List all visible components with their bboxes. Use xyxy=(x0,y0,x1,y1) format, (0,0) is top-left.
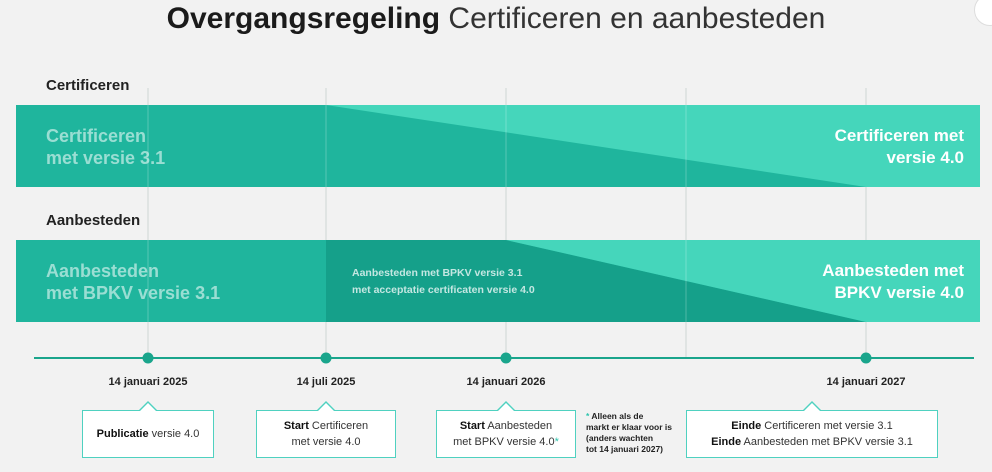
milestone-box-einde: Einde Certificeren met versie 3.1 Einde … xyxy=(686,401,938,458)
milestone-dot-3 xyxy=(500,352,512,364)
milestone-4-text: Certificeren met versie 3.1 xyxy=(761,420,893,432)
cert-current-line1: Certificeren xyxy=(46,126,147,146)
aanb-current-label: Aanbesteden met BPKV versie 3.1 xyxy=(46,260,220,304)
section-label-certificeren: Certificeren xyxy=(46,77,130,94)
footnote: * Alleen als de markt er klaar voor is (… xyxy=(586,411,672,455)
cert-band-wedge xyxy=(326,105,980,187)
footnote-line3: (anders wachten xyxy=(586,433,654,443)
footnote-line1: Alleen als de xyxy=(589,411,644,421)
aanb-new-line2: BPKV versie 4.0 xyxy=(834,283,964,302)
milestone-3-mark: * xyxy=(554,436,559,448)
milestone-4-text2: Aanbesteden met BPKV versie 3.1 xyxy=(741,436,913,448)
cert-new-label: Certificeren met versie 4.0 xyxy=(835,125,964,169)
cert-current-label: Certificeren met versie 3.1 xyxy=(46,125,165,169)
aanb-current-line2: met BPKV versie 3.1 xyxy=(46,283,221,303)
cert-new-line2: versie 4.0 xyxy=(886,148,964,167)
aanb-band-wedge xyxy=(506,240,980,322)
milestone-2-line2: met versie 4.0 xyxy=(291,436,361,448)
milestone-box-publicatie: Publicatie versie 4.0 xyxy=(82,401,214,458)
milestone-date-3: 14 januari 2026 xyxy=(466,376,546,388)
aanb-current-line1: Aanbesteden xyxy=(46,261,160,281)
page-title: Overgangsregeling Certificeren en aanbes… xyxy=(0,2,992,36)
title-bold: Overgangsregeling xyxy=(166,2,441,35)
milestone-2-bold: Start xyxy=(283,420,309,432)
aanb-transition-line2: met acceptatie certificaten versie 4.0 xyxy=(352,284,535,296)
milestone-4-bold2: Einde xyxy=(711,436,742,448)
milestone-dot-2 xyxy=(320,352,332,364)
section-label-aanbesteden: Aanbesteden xyxy=(46,212,141,229)
milestone-date-2: 14 juli 2025 xyxy=(296,376,356,388)
cert-new-line1: Certificeren met xyxy=(834,126,964,145)
aanb-band-mid xyxy=(326,240,866,322)
milestone-dot-4 xyxy=(860,352,872,364)
cert-current-line2: met versie 3.1 xyxy=(46,148,166,168)
milestone-3-bold: Start xyxy=(459,420,485,432)
aanb-transition-label: Aanbesteden met BPKV versie 3.1 met acce… xyxy=(352,265,535,299)
milestone-1-bold: Publicatie xyxy=(96,428,149,440)
footnote-star: * xyxy=(586,411,590,421)
aanb-new-line1: Aanbesteden met xyxy=(822,261,964,280)
milestone-1-text: versie 4.0 xyxy=(148,428,200,440)
aanb-new-label: Aanbesteden met BPKV versie 4.0 xyxy=(822,260,964,304)
milestone-date-4: 14 januari 2027 xyxy=(826,376,906,388)
aanb-transition-line1: Aanbesteden met BPKV versie 3.1 xyxy=(352,267,523,279)
milestone-box-start-aanbesteden: Start Aanbesteden met BPKV versie 4.0* xyxy=(436,401,576,458)
footnote-line4: tot 14 januari 2027) xyxy=(586,444,664,454)
footnote-line2: markt er klaar voor is xyxy=(586,422,672,432)
milestone-3-line2: met BPKV versie 4.0 xyxy=(453,436,555,448)
title-subtitle: Certificeren en aanbesteden xyxy=(448,2,826,35)
milestone-2-text: Certificeren xyxy=(308,420,369,432)
milestone-date-1: 14 januari 2025 xyxy=(108,376,188,388)
milestone-dot-1 xyxy=(142,352,154,364)
milestone-4-bold: Einde xyxy=(731,420,762,432)
milestone-box-start-certificeren: Start Certificeren met versie 4.0 xyxy=(256,401,396,458)
milestone-3-text: Aanbesteden xyxy=(484,420,553,432)
